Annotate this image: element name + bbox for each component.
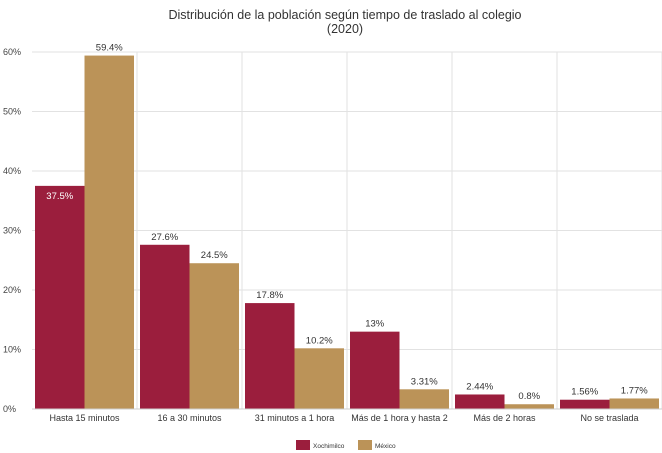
x-tick-label: 31 minutos a 1 hora <box>255 413 335 423</box>
legend-label: Xochimilco <box>313 443 345 450</box>
chart-subtitle: (2020) <box>327 22 363 36</box>
legend: Xochimilco México <box>296 440 396 450</box>
bars: 37.5% 59.4% 27.6% 24.5% 17.8% 10.2% 13% 3.31% 2.… <box>35 43 659 409</box>
data-label: 13% <box>365 319 385 330</box>
bar <box>35 185 85 409</box>
data-label: 3.31% <box>411 376 438 387</box>
y-tick-label: 40% <box>3 166 21 176</box>
bar <box>189 263 239 409</box>
bar <box>609 398 659 409</box>
x-tick-label: Más de 2 horas <box>473 413 536 423</box>
bar <box>560 399 610 409</box>
y-tick-label: 0% <box>3 404 16 414</box>
y-tick-label: 50% <box>3 107 21 117</box>
x-tick-label: 16 a 30 minutos <box>157 413 222 423</box>
y-tick-label: 30% <box>3 226 21 236</box>
x-tick-label: Hasta 15 minutos <box>49 413 120 423</box>
x-axis: Hasta 15 minutos 16 a 30 minutos 31 minuto… <box>32 408 662 423</box>
y-axis: 0% 10% 20% 30% 40% 50% 60% <box>3 47 21 414</box>
data-label: 2.44% <box>466 381 493 392</box>
bar <box>455 394 505 409</box>
bar <box>399 389 449 409</box>
y-tick-label: 10% <box>3 345 21 355</box>
bar <box>504 404 554 409</box>
data-label: 37.5% <box>46 191 73 202</box>
legend-swatch <box>296 440 310 450</box>
data-label: 24.5% <box>201 250 228 261</box>
y-tick-label: 60% <box>3 47 21 57</box>
bar <box>294 348 344 409</box>
y-tick-label: 20% <box>3 285 21 295</box>
data-label: 0.8% <box>518 391 540 402</box>
data-label: 17.8% <box>256 290 283 301</box>
data-label: 1.56% <box>571 387 598 398</box>
x-tick-label: Más de 1 hora y hasta 2 <box>351 413 448 423</box>
data-label: 27.6% <box>151 232 178 243</box>
bar <box>245 303 295 409</box>
data-label: 10.2% <box>306 335 333 346</box>
data-label: 59.4% <box>96 43 123 54</box>
legend-label: México <box>375 443 396 450</box>
bar <box>140 244 190 409</box>
gridlines <box>32 51 662 410</box>
x-tick-label: No se traslada <box>580 413 638 423</box>
chart-title: Distribución de la población según tiemp… <box>169 8 522 22</box>
bar <box>84 55 134 409</box>
legend-swatch <box>358 440 372 450</box>
data-label: 1.77% <box>621 385 648 396</box>
bar <box>350 331 400 409</box>
